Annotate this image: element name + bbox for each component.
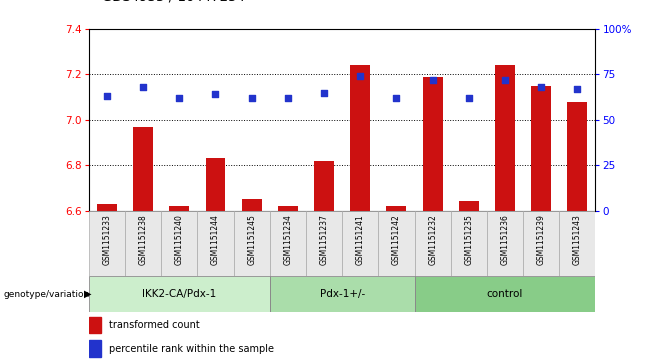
Point — [101, 93, 112, 99]
Point — [283, 95, 293, 101]
Bar — [314, 160, 334, 211]
Bar — [234, 211, 270, 276]
Text: GDS4933 / 10447254: GDS4933 / 10447254 — [102, 0, 245, 4]
Bar — [487, 211, 523, 276]
Bar — [89, 276, 270, 312]
Bar — [306, 211, 342, 276]
Bar — [378, 211, 415, 276]
Text: genotype/variation: genotype/variation — [3, 290, 89, 298]
Bar — [89, 340, 101, 357]
Text: GSM1151242: GSM1151242 — [392, 214, 401, 265]
Bar — [350, 65, 370, 211]
Point — [536, 84, 546, 90]
Bar — [133, 127, 153, 211]
Bar — [342, 211, 378, 276]
Bar — [97, 204, 117, 211]
Text: GSM1151241: GSM1151241 — [356, 214, 365, 265]
Text: GSM1151243: GSM1151243 — [573, 214, 582, 265]
Text: GSM1151233: GSM1151233 — [103, 214, 111, 265]
Bar — [451, 211, 487, 276]
Bar — [205, 158, 226, 211]
Point — [138, 84, 149, 90]
Text: GSM1151232: GSM1151232 — [428, 214, 437, 265]
Text: GSM1151244: GSM1151244 — [211, 214, 220, 265]
Bar — [415, 276, 595, 312]
Bar — [270, 276, 415, 312]
Bar — [422, 77, 443, 211]
Point — [210, 91, 220, 97]
Text: percentile rank within the sample: percentile rank within the sample — [109, 344, 274, 354]
Point — [355, 73, 365, 79]
Point — [463, 95, 474, 101]
Point — [572, 86, 582, 92]
Bar — [125, 211, 161, 276]
Bar — [169, 206, 190, 211]
Point — [174, 95, 184, 101]
Bar — [567, 102, 588, 211]
Bar — [386, 206, 407, 211]
Text: transformed count: transformed count — [109, 321, 200, 330]
Bar — [415, 276, 595, 312]
Text: GSM1151234: GSM1151234 — [284, 214, 292, 265]
Text: GSM1151235: GSM1151235 — [465, 214, 473, 265]
Bar — [415, 211, 451, 276]
Bar — [495, 65, 515, 211]
Text: IKK2-CA/Pdx-1: IKK2-CA/Pdx-1 — [142, 289, 216, 299]
Text: GSM1151245: GSM1151245 — [247, 214, 256, 265]
Point — [391, 95, 401, 101]
Bar — [270, 211, 306, 276]
Bar — [197, 211, 234, 276]
Bar — [523, 211, 559, 276]
Bar — [241, 199, 262, 211]
Bar — [89, 276, 270, 312]
Bar — [89, 211, 125, 276]
Bar — [531, 86, 551, 211]
Bar — [278, 206, 298, 211]
Text: GSM1151239: GSM1151239 — [537, 214, 545, 265]
Bar — [270, 276, 415, 312]
Bar — [559, 211, 595, 276]
Point — [499, 77, 510, 83]
Bar — [459, 201, 479, 211]
Text: ▶: ▶ — [84, 289, 91, 299]
Bar — [89, 317, 101, 333]
Text: control: control — [487, 289, 523, 299]
Text: GSM1151240: GSM1151240 — [175, 214, 184, 265]
Bar — [161, 211, 197, 276]
Text: GSM1151238: GSM1151238 — [139, 214, 147, 265]
Text: GSM1151236: GSM1151236 — [501, 214, 509, 265]
Text: Pdx-1+/-: Pdx-1+/- — [320, 289, 365, 299]
Point — [246, 95, 257, 101]
Point — [427, 77, 438, 83]
Point — [318, 90, 329, 95]
Text: GSM1151237: GSM1151237 — [320, 214, 328, 265]
